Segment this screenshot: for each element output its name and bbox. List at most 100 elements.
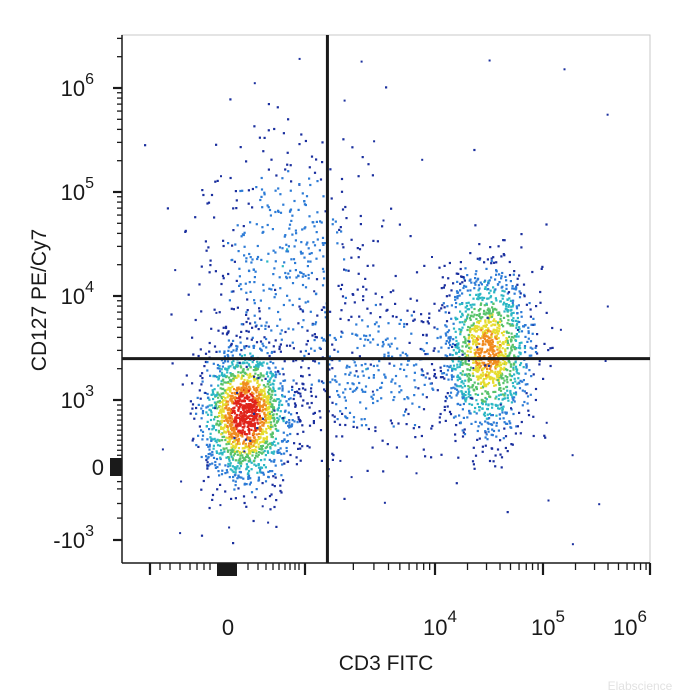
event-dot [258,415,261,418]
event-dot [209,264,212,267]
event-dot [288,276,291,279]
event-dot [455,482,458,485]
event-dot [356,288,359,291]
event-dot [315,220,318,223]
event-dot [274,473,277,476]
event-dot [199,397,202,400]
event-dot [507,304,511,307]
event-dot [249,372,252,375]
event-dot [235,397,238,400]
event-dot [484,321,487,324]
event-dot [201,377,204,380]
event-dot [304,286,308,289]
event-dot [353,301,356,304]
event-dot [237,437,241,441]
event-dot [235,450,239,453]
event-dot [477,325,480,328]
event-dot [205,455,208,458]
event-dot [438,266,441,269]
event-dot [215,450,218,453]
event-dot [508,361,511,364]
event-dot [196,396,199,399]
event-dot [243,231,246,234]
event-dot [499,363,503,366]
event-dot [257,446,260,449]
event-dot [240,434,243,437]
event-dot [497,355,500,358]
event-dot [356,386,359,389]
event-dot [494,384,497,387]
event-dot [479,319,482,323]
event-dot [213,388,216,391]
event-dot [321,267,325,270]
event-dot [206,361,209,364]
event-dot [256,360,259,363]
event-dot [387,322,390,325]
event-dot [459,377,462,380]
event-dot [459,333,462,336]
event-dot [500,294,503,297]
event-dot [261,206,264,209]
event-dot [388,362,391,365]
event-dot [263,394,266,397]
event-dot [432,349,435,352]
event-dot [204,352,208,355]
event-dot [260,433,263,436]
event-dot [259,398,263,401]
event-dot [299,271,302,274]
event-dot [213,418,216,421]
event-dot [249,436,252,439]
event-dot [511,287,514,290]
event-dot [216,363,220,367]
event-dot [549,347,552,350]
event-dot [217,378,220,381]
event-dot [227,429,230,432]
event-dot [269,508,272,511]
event-dot [283,261,286,264]
event-dot [319,416,322,419]
event-dot [257,397,260,400]
event-dot [300,252,303,255]
event-dot [487,342,490,345]
event-dot [475,280,478,283]
event-dot [376,388,379,392]
event-dot [497,332,500,335]
event-dot [308,252,311,255]
event-dot [451,375,454,378]
event-dot [514,360,517,363]
event-dot [484,390,487,393]
event-dot [359,401,362,404]
event-dot [487,327,490,330]
event-dot [519,362,523,365]
event-dot [461,435,465,438]
event-dot [230,455,233,458]
event-dot [216,367,219,370]
event-dot [233,437,236,440]
event-dot [351,390,354,393]
event-dot [300,133,303,136]
event-dot [258,307,261,310]
event-dot [469,328,472,331]
event-dot [245,416,248,419]
event-dot [291,282,295,285]
event-dot [506,343,509,346]
event-dot [344,388,347,391]
event-dot [237,447,240,450]
event-dot [571,543,574,546]
event-dot [266,371,269,374]
event-dot [495,354,498,357]
event-dot [228,476,231,479]
event-dot [222,392,225,395]
event-dot [249,380,252,383]
event-dot [242,404,245,407]
event-dot [266,375,270,378]
event-dot [233,466,236,469]
event-dot [221,451,224,454]
event-dot [492,319,495,322]
event-dot [477,425,480,428]
event-dot [230,497,233,500]
event-dot [312,412,315,415]
event-dot [263,387,266,390]
event-dot [512,368,515,371]
event-dot [184,230,187,233]
